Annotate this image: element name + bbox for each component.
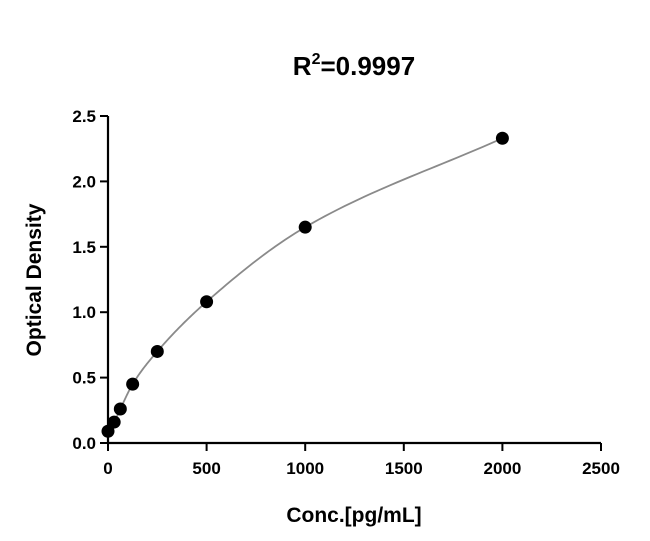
y-tick-label: 1.0 bbox=[72, 303, 96, 322]
data-point bbox=[495, 131, 509, 145]
data-point bbox=[200, 295, 214, 309]
y-axis-label: Optical Density bbox=[23, 203, 46, 356]
chart-title-superscript: 2 bbox=[312, 51, 321, 68]
data-point bbox=[150, 344, 164, 358]
data-point bbox=[101, 424, 115, 438]
chart-title: R2=0.9997 bbox=[293, 51, 415, 81]
y-tick-label: 1.5 bbox=[72, 238, 96, 257]
y-tick-label: 0.0 bbox=[72, 434, 96, 453]
fit-curve bbox=[107, 137, 503, 432]
y-axis: 0.0 0.5 1.0 1.5 2.0 2.5 bbox=[72, 107, 110, 453]
data-point bbox=[126, 377, 140, 391]
data-point bbox=[107, 415, 121, 429]
x-axis-label: Conc.[pg/mL] bbox=[286, 504, 421, 527]
data-point bbox=[113, 402, 127, 416]
x-tick-label: 0 bbox=[103, 459, 112, 478]
x-tick-label: 1500 bbox=[385, 459, 423, 478]
y-tick-label: 0.5 bbox=[72, 369, 96, 388]
x-tick-label: 2500 bbox=[582, 459, 620, 478]
fit-curve-group bbox=[107, 137, 503, 432]
x-tick-label: 2000 bbox=[483, 459, 521, 478]
y-tick-label: 2.0 bbox=[72, 172, 96, 191]
x-tick-label: 500 bbox=[192, 459, 220, 478]
data-point bbox=[298, 220, 312, 234]
data-points bbox=[101, 131, 509, 438]
x-axis: 0 500 1000 1500 2000 2500 bbox=[103, 441, 620, 478]
chart-title-value: =0.9997 bbox=[320, 51, 415, 81]
x-tick-label: 1000 bbox=[286, 459, 324, 478]
chart-title-r: R bbox=[293, 51, 312, 81]
y-tick-label: 2.5 bbox=[72, 107, 96, 126]
